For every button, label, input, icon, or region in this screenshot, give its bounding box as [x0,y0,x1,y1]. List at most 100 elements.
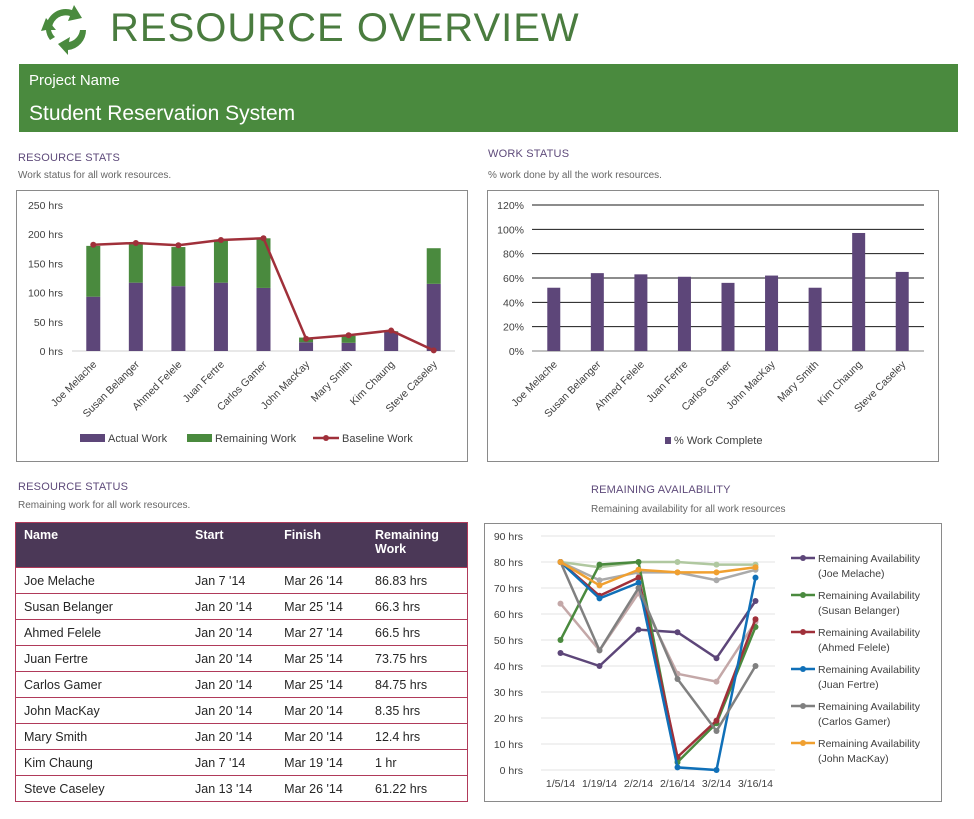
y-tick-label: 100 hrs [28,288,63,300]
bar-actual-work [86,296,101,351]
availability-line [559,560,756,587]
y-tick-label: 40% [503,297,524,309]
cell-name: John MacKay [15,697,187,724]
bar-work-complete [721,282,735,351]
cell-start: Jan 20 '14 [187,593,277,620]
bar-work-complete [677,276,691,351]
cell-name: Carlos Gamer [15,671,187,698]
baseline-work-point [217,237,224,244]
table-row: Carlos Gamer Jan 20 '14 Mar 25 '14 84.75 hr… [15,671,468,698]
resource-stats-chart-panel: 0 hrs 50 hrs 100 hrs 150 hrs 200 hrs 250 hrs J… [16,190,468,462]
legend-label-work-complete: % Work Complete [674,435,762,447]
x-tick-label: Mary Smith [775,359,821,405]
recycle-arrows-icon [41,5,87,55]
bar-actual-work [426,283,441,351]
legend-swatch-remaining-work [187,434,212,442]
legend-label-sub: (Susan Belanger) [818,605,900,617]
availability-point [713,561,720,568]
availability-point [596,582,603,589]
cell-remaining-work: 8.35 hrs [367,697,468,724]
bar-work-complete [634,274,648,351]
legend-label: Remaining Availability [818,701,921,713]
y-tick-label: 70 hrs [494,583,523,595]
availability-line [559,561,757,772]
resource-status-table: Name Start Finish Remaining Work Joe Mel… [15,522,468,802]
x-tick-label: 2/2/14 [624,778,653,790]
cell-start: Jan 20 '14 [187,671,277,698]
x-tick-label: 1/5/14 [546,778,575,790]
y-tick-label: 250 hrs [28,200,63,212]
legend-label-sub: (John MacKay) [818,753,889,765]
cell-finish: Mar 25 '14 [276,593,367,620]
cell-name: Joe Melache [15,567,187,594]
availability-point [674,629,681,636]
legend-swatch-work-complete [665,437,671,444]
availability-point [635,585,642,591]
cell-remaining-work: 84.75 hrs [367,671,468,698]
cell-start: Jan 20 '14 [187,697,277,724]
cell-start: Jan 20 '14 [187,619,277,646]
cell-name: Steve Caseley [15,775,187,802]
bar-work-complete [895,271,909,351]
legend-label-sub: (Ahmed Felele) [818,642,890,654]
bar-actual-work [213,282,228,351]
project-name-value: Student Reservation System [29,102,296,125]
remaining-availability-title: REMAINING AVAILABILITY [591,484,731,496]
baseline-work-point [260,235,267,242]
bar-actual-work [384,331,399,351]
resource-status-subtitle: Remaining work for all work resources. [18,500,191,511]
x-tick-label: Juan Fertre [181,359,228,406]
remaining-availability-chart-panel: 0 hrs 10 hrs 20 hrs 30 hrs 40 hrs 50 hrs 60 hr… [484,523,942,802]
remaining-availability-subtitle: Remaining availability for all work reso… [591,504,786,515]
bar-remaining-work [341,335,356,343]
bar-work-complete [590,273,604,351]
availability-point [713,655,720,662]
availability-point [752,564,759,571]
cell-remaining-work: 61.22 hrs [367,775,468,802]
y-tick-label: 60 hrs [494,609,523,621]
y-tick-label: 0 hrs [40,346,63,358]
legend-label: Remaining Availability [818,738,921,750]
bar-actual-work [171,286,186,351]
cell-remaining-work: 12.4 hrs [367,723,468,750]
cell-name: Kim Chaung [15,749,187,776]
legend-label-remaining-work: Remaining Work [215,433,297,445]
availability-point [635,579,642,586]
legend-label: Remaining Availability [818,627,921,639]
bar-remaining-work [86,245,101,297]
availability-point [713,569,720,576]
y-tick-label: 0% [509,346,524,358]
baseline-work-point [90,241,97,248]
bar-remaining-work [213,239,228,283]
project-banner: Project Name Student Reservation System [19,64,958,132]
column-header-finish: Finish [276,522,367,568]
column-header-remaining-work: Remaining Work [367,522,468,568]
resource-status-title: RESOURCE STATUS [18,481,129,493]
cell-start: Jan 7 '14 [187,749,277,776]
bar-actual-work [128,282,143,351]
page-title: RESOURCE OVERVIEW [110,6,580,50]
cell-finish: Mar 26 '14 [276,775,367,802]
table-row: Ahmed Felele Jan 20 '14 Mar 27 '14 66.5 hrs [15,619,468,646]
legend-label: Remaining Availability [818,553,921,565]
bar-actual-work [256,287,271,351]
baseline-work-point [388,327,395,334]
cell-finish: Mar 20 '14 [276,697,367,724]
availability-point [557,559,564,565]
y-tick-label: 100% [497,224,524,236]
table-row: Joe Melache Jan 7 '14 Mar 26 '14 86.83 hrs [15,567,468,594]
y-tick-label: 30 hrs [494,687,523,699]
legend-marker [800,666,806,672]
cell-name: Mary Smith [15,723,187,750]
bar-work-complete [808,287,822,351]
bar-actual-work [341,342,356,351]
availability-line [559,561,757,760]
table-row: Juan Fertre Jan 20 '14 Mar 25 '14 73.75 hrs [15,645,468,672]
legend-marker-baseline-work [323,435,329,441]
cell-start: Jan 13 '14 [187,775,277,802]
availability-point [596,577,603,584]
availability-point [596,663,603,669]
remaining-availability-chart: 0 hrs 10 hrs 20 hrs 30 hrs 40 hrs 50 hrs 60 hr… [494,531,921,790]
legend-label: Remaining Availability [818,590,921,602]
